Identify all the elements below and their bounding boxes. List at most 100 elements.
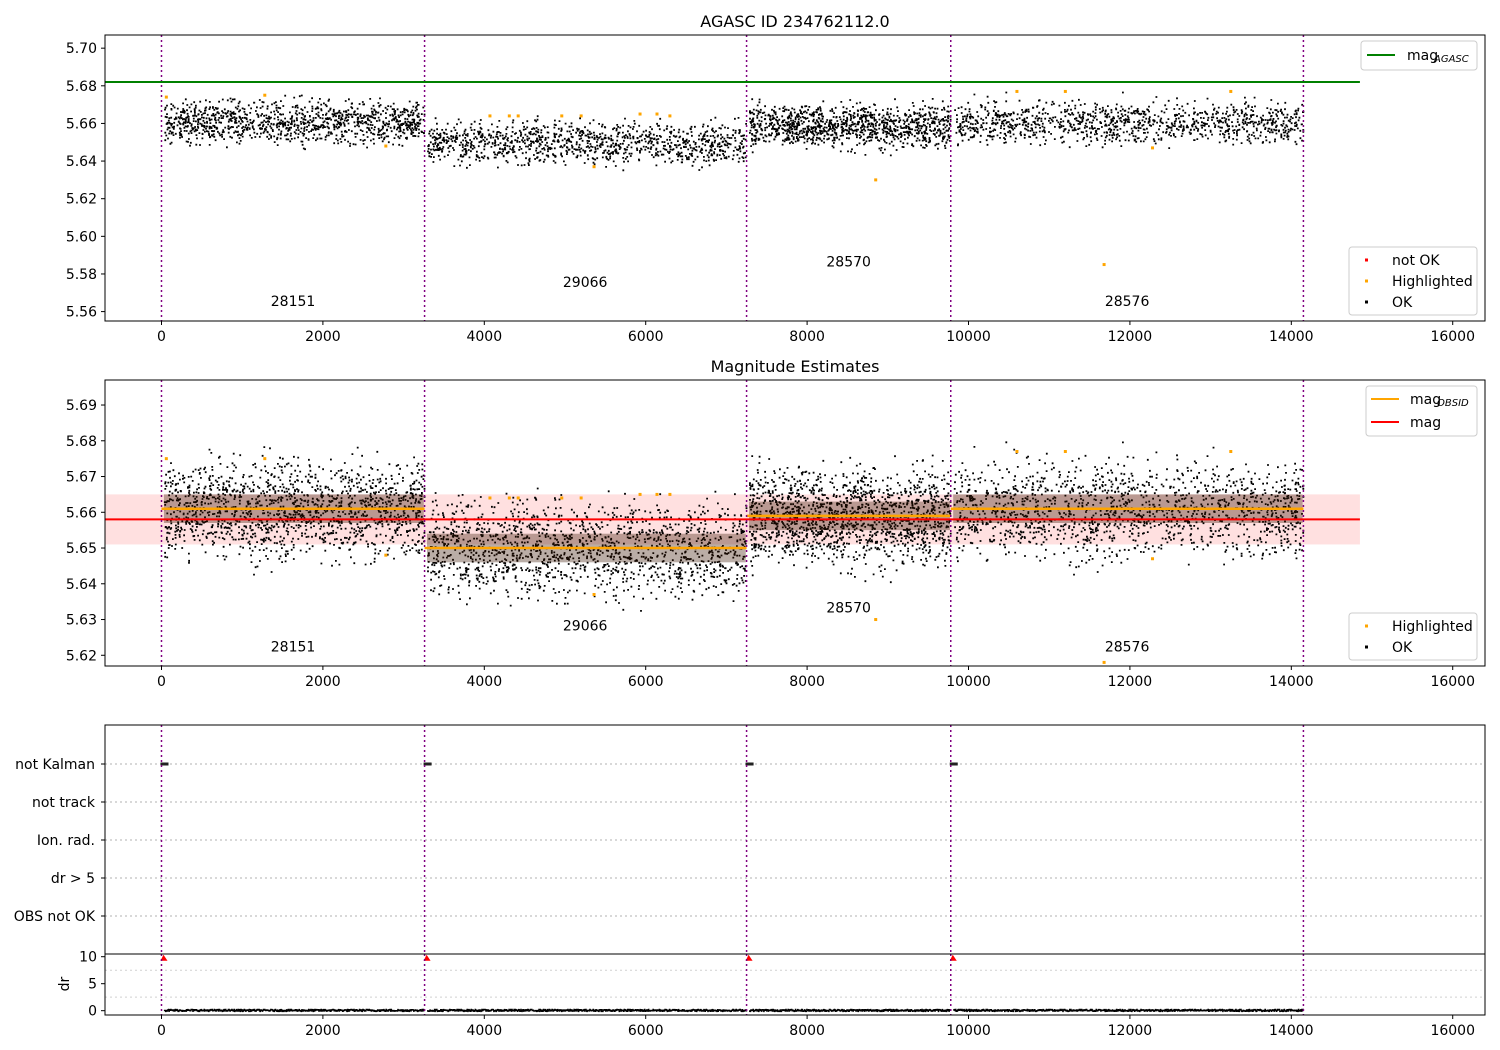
chart-title: Magnitude Estimates [711,357,880,376]
y-axis: 0 5 10 [79,950,105,1020]
obsid-labels: 28151 29066 28570 28576 [271,600,1150,655]
highlighted-point [1102,660,1106,664]
flag-mark [745,762,754,766]
highlighted-point [384,144,388,148]
x-tick-label: 10000 [946,329,991,345]
flag-category-label: not Kalman [15,757,95,773]
x-tick-label: 4000 [466,1023,502,1039]
panel-magnitude-estimates-frame [104,379,1486,667]
y-tick-label: 10 [79,950,97,966]
highlighted-point [516,114,520,118]
legend-label-subscript: AGASC [1433,54,1469,65]
x-tick-label: 10000 [946,674,991,690]
x-tick-label: 8000 [789,674,825,690]
x-axis: 0 2000 4000 6000 8000 10000 12000 14000 16000 [157,666,1475,690]
highlighted-point [560,496,564,500]
legend-label: mag [1407,48,1438,64]
legend-label: Highlighted [1392,274,1473,290]
legend-marker [1365,258,1368,262]
x-tick-label: 8000 [789,1023,825,1039]
highlighted-point [516,496,520,500]
x-tick-label: 6000 [628,674,664,690]
x-tick-label: 14000 [1269,329,1314,345]
highlighted-point [1229,450,1233,453]
highlighted-point [592,165,596,169]
legend-label-subscript: OBSID [1437,398,1469,409]
legend-bottom [1348,246,1478,316]
x-tick-label: 14000 [1269,674,1314,690]
ok-points-segment [427,487,748,612]
x-tick-label: 12000 [1108,1023,1153,1039]
highlighted-point [263,93,267,97]
x-tick-label: 2000 [305,674,341,690]
ok-points [164,91,1305,172]
obsid-label: 28570 [826,600,871,616]
x-tick-label: 0 [157,329,166,345]
legend-marker [1365,300,1368,304]
obsid-label: 28576 [1105,640,1150,656]
y-tick-label: 5.68 [66,434,97,450]
highlighted-points [164,450,1233,664]
panel-dr-frame [104,953,1486,1016]
ok-points-segment [164,94,426,151]
highlighted-point [164,457,168,461]
y-tick-label: 5 [88,977,97,993]
x-tick-label: 2000 [305,1023,341,1039]
dr-gridlines [105,969,1485,998]
x-tick-label: 6000 [628,329,664,345]
ok-points-segment [427,115,747,172]
flag-rows: not Kalman not track Ion. rad. dr > 5 OBS no… [14,757,1485,925]
highlighted-point [655,112,659,116]
legend-label: OK [1392,640,1413,656]
y-tick-label: 5.60 [66,229,97,245]
x-axis: 0 2000 4000 6000 8000 10000 12000 14000 16000 [157,321,1475,345]
ok-points-segment [954,91,1305,149]
ok-points-segment [163,446,426,576]
legend-label: OK [1392,295,1413,311]
y-tick-label: 5.67 [66,470,97,486]
obsid-label: 28576 [1105,294,1150,310]
obsid-boundaries [160,954,1305,1015]
x-tick-label: 16000 [1430,1023,1475,1039]
y-tick-label: 5.56 [66,305,97,321]
y-tick-label: 0 [88,1004,97,1020]
highlighted-point [1063,89,1067,93]
highlighted-point [507,496,511,500]
ok-points-segment [749,454,952,584]
chart-title: AGASC ID 234762112.0 [700,12,889,31]
highlighted-point [592,593,596,596]
y-tick-label: 5.58 [66,267,97,283]
highlighted-point [874,178,878,182]
y-tick-label: 5.70 [66,41,97,57]
highlighted-point [1102,263,1106,267]
x-tick-label: 8000 [789,329,825,345]
y-axis-label: dr [57,976,73,991]
obsid-label: 28151 [271,640,316,656]
panel-agasc-frame [104,34,1486,322]
x-tick-label: 0 [157,674,166,690]
dr-points [163,1008,1304,1013]
x-axis: 0 2000 4000 6000 8000 10000 12000 14000 16000 [157,1015,1475,1039]
x-tick-label: 0 [157,1023,166,1039]
x-tick-label: 12000 [1108,329,1153,345]
y-tick-label: 5.62 [66,648,97,664]
flag-category-label: dr > 5 [51,871,95,887]
obsid-mean-segments [161,507,1304,550]
highlighted-point [1229,89,1233,93]
obsid-boundaries [160,725,1305,954]
highlighted-point [638,112,642,116]
x-tick-label: 12000 [1108,674,1153,690]
highlighted-point [488,114,492,118]
y-tick-label: 5.68 [66,79,97,95]
legend-marker [1365,279,1368,283]
obsid-label: 28570 [826,254,871,270]
legend-top [1360,40,1478,71]
highlighted-point [1063,450,1067,453]
x-tick-label: 14000 [1269,1023,1314,1039]
highlighted-point [507,114,511,118]
highlighted-point [560,114,564,118]
flag-mark [423,762,432,766]
flag-category-label: not track [32,795,96,811]
y-axis: 5.56 5.58 5.60 5.62 5.64 5.66 5.68 5.70 [66,41,105,321]
